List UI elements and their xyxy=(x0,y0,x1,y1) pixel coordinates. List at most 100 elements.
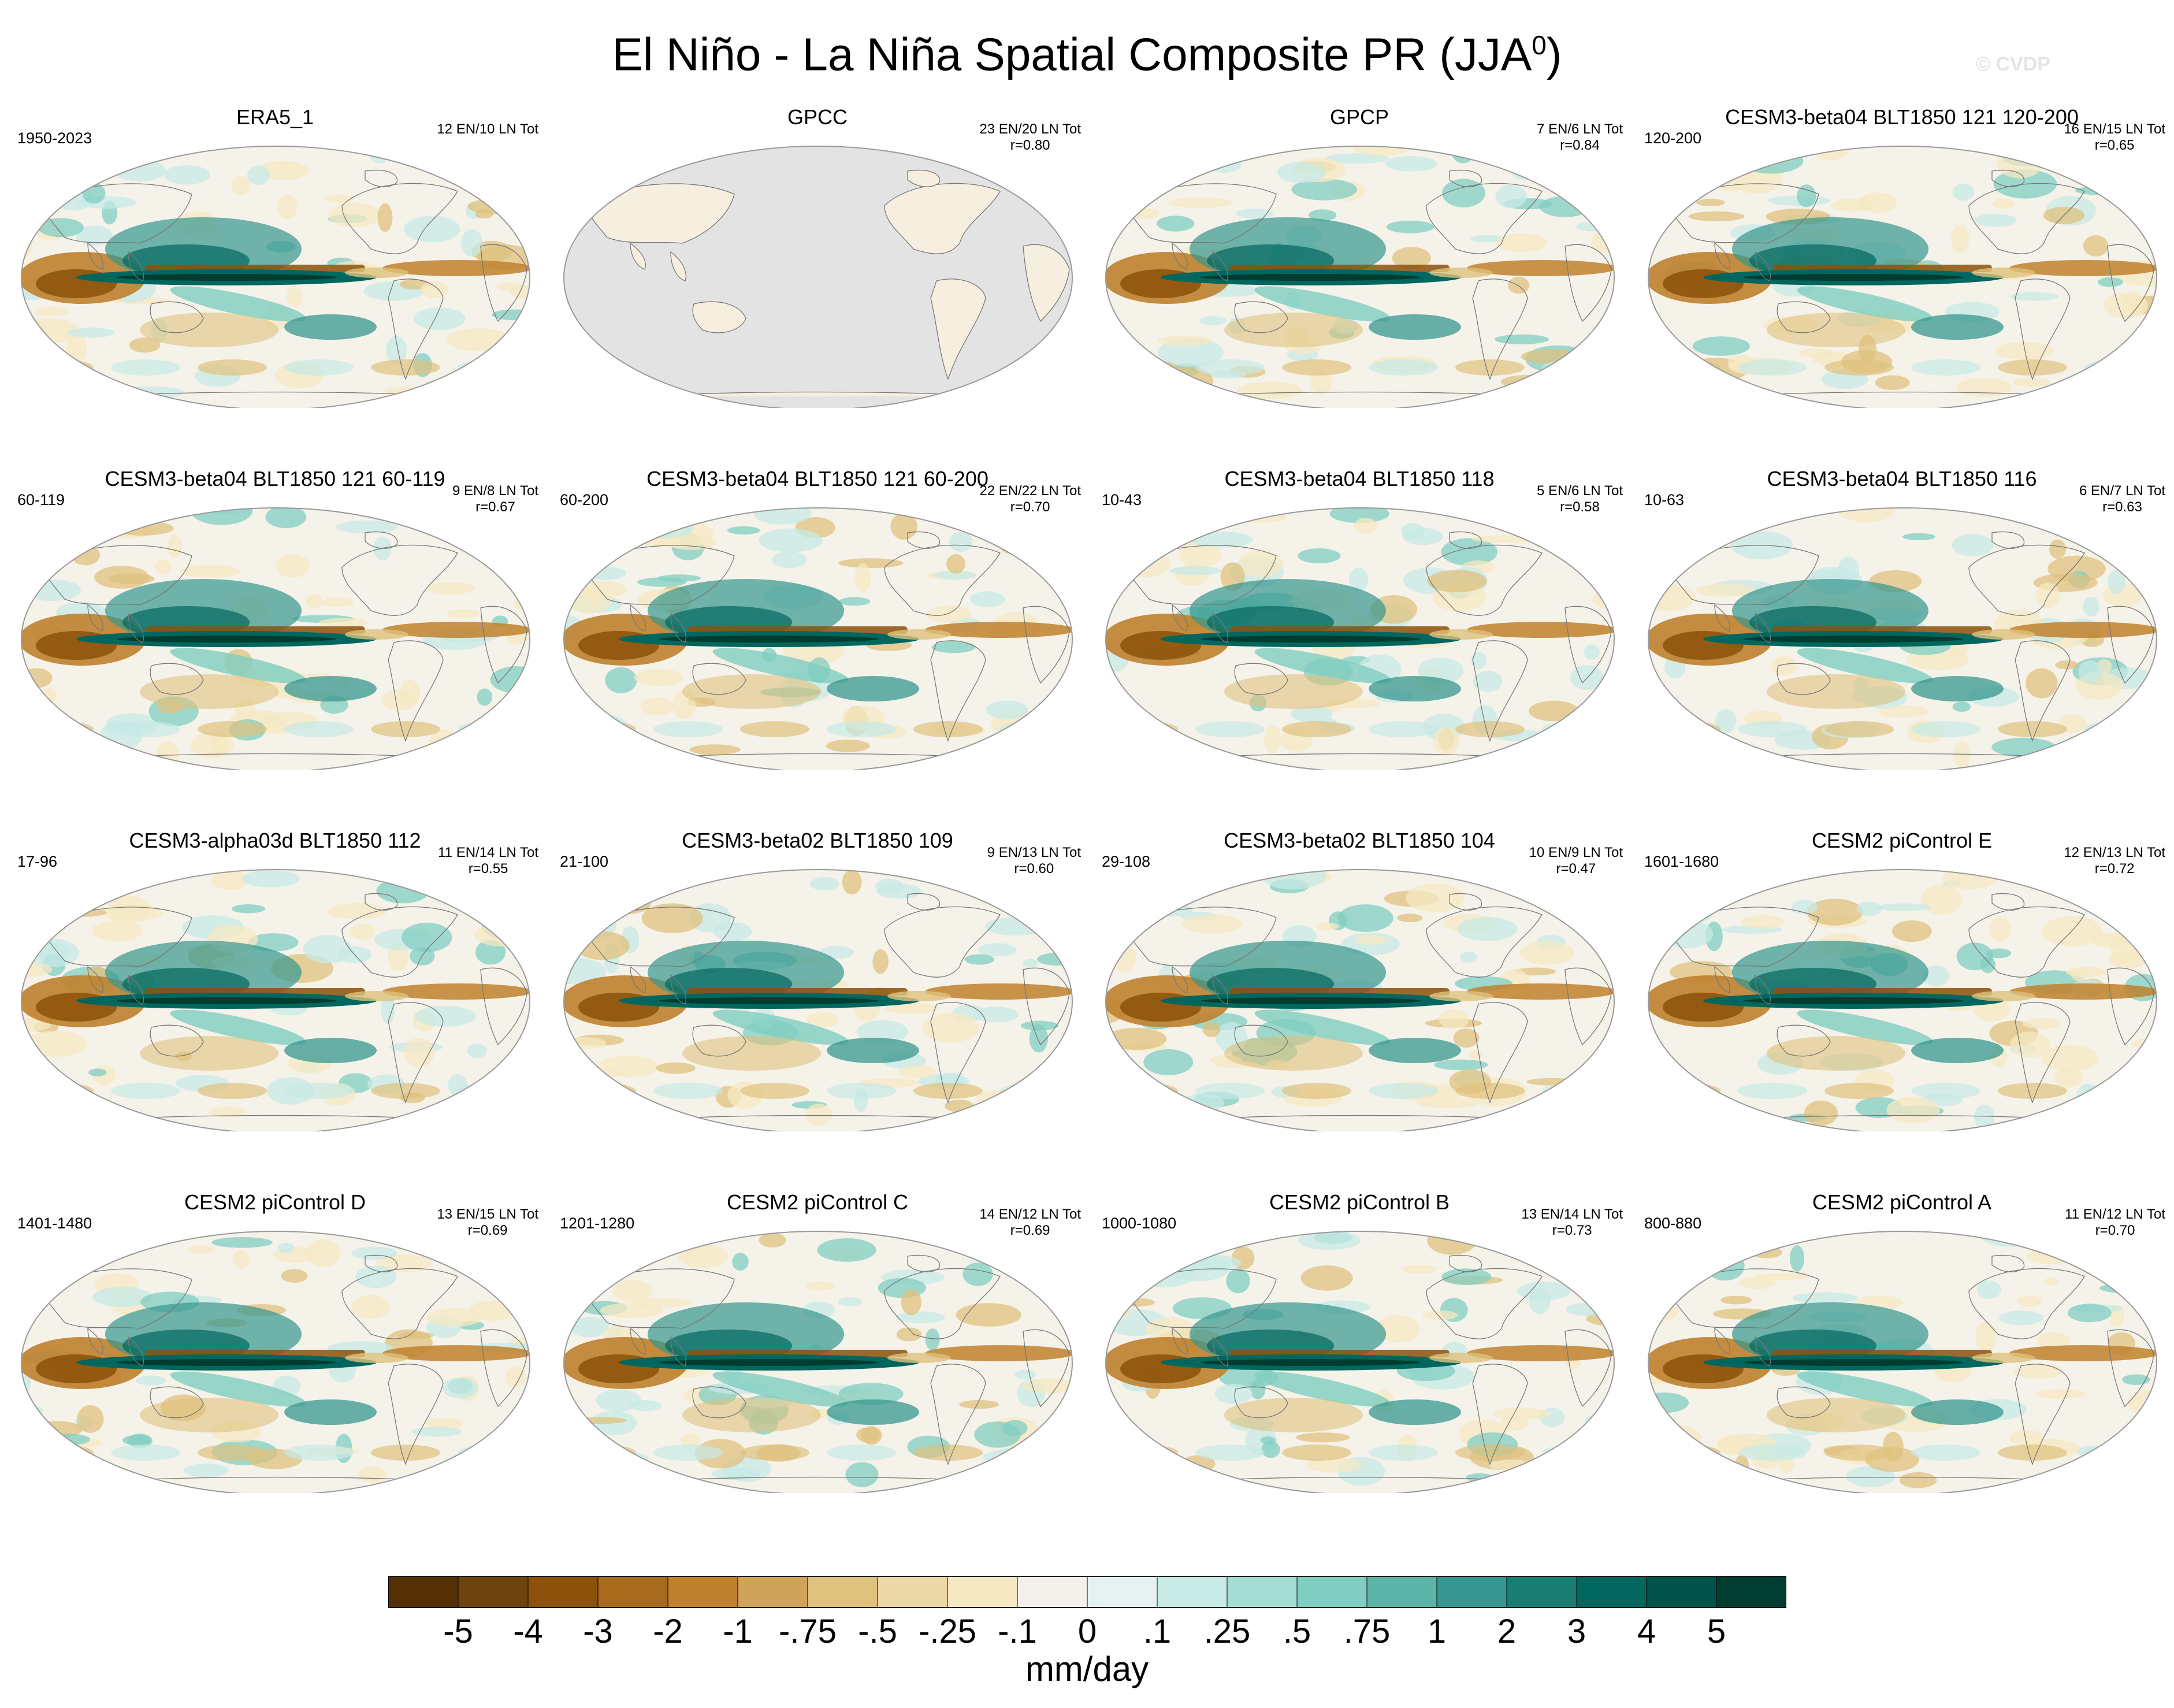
panel-title: GPCC xyxy=(787,105,848,129)
colorbar-swatch xyxy=(878,1576,948,1607)
panel-event-count: 16 EN/15 LN Tot xyxy=(2064,121,2165,137)
robinson-map xyxy=(563,146,1073,408)
panel-event-count: 6 EN/7 LN Tot xyxy=(2079,483,2165,499)
colorbar-tick-label: .1 xyxy=(1143,1613,1172,1650)
panel-correlation: r=0.60 xyxy=(1014,861,1054,877)
map-panel: CESM2 piControl D 1401-1480 13 EN/15 LN To… xyxy=(9,1190,541,1543)
colorbar-swatch xyxy=(1577,1576,1647,1607)
robinson-map xyxy=(1105,146,1615,408)
colorbar-tick-label: 0 xyxy=(1077,1613,1097,1650)
colorbar-tick-label: 4 xyxy=(1637,1613,1656,1650)
panel-count: 6 EN/7 LN Tot r=0.63 xyxy=(2079,483,2165,515)
colorbar-tick-label: -.75 xyxy=(779,1613,837,1650)
map-field xyxy=(1648,146,2157,408)
map-panel: CESM2 piControl C 1201-1280 14 EN/12 LN To… xyxy=(552,1190,1083,1543)
colorbar-tick-label: .5 xyxy=(1283,1613,1311,1650)
cvdp-watermark: © CVDP xyxy=(1976,53,2050,75)
panel-years: 120-200 xyxy=(1644,129,1702,147)
panel-correlation: r=0.58 xyxy=(1560,499,1600,515)
robinson-map xyxy=(1648,869,2157,1131)
panel-correlation: r=0.72 xyxy=(2094,861,2135,877)
panel-count: 14 EN/12 LN Tot r=0.69 xyxy=(979,1206,1081,1239)
panel-event-count: 12 EN/13 LN Tot xyxy=(2064,845,2165,860)
panel-correlation: r=0.63 xyxy=(2102,499,2142,515)
panel-years: 60-119 xyxy=(17,491,65,508)
colorbar-swatch xyxy=(1017,1576,1088,1607)
panel-event-count: 23 EN/20 LN Tot xyxy=(979,121,1081,137)
colorbar-swatch xyxy=(1087,1576,1158,1607)
panel-event-count: 13 EN/15 LN Tot xyxy=(437,1206,538,1222)
map-field xyxy=(21,508,530,770)
panel-count: 13 EN/15 LN Tot r=0.69 xyxy=(437,1206,538,1239)
panel-count: 7 EN/6 LN Tot r=0.84 xyxy=(1537,121,1623,154)
colorbar-tick-label: 3 xyxy=(1567,1613,1586,1650)
panel-years: 1201-1280 xyxy=(560,1215,635,1232)
map-field xyxy=(1106,870,1614,1131)
panel-event-count: 11 EN/14 LN Tot xyxy=(438,845,538,860)
panel-event-count: 9 EN/8 LN Tot xyxy=(452,483,538,499)
panel-correlation: r=0.70 xyxy=(1010,499,1050,515)
panel-title: GPCP xyxy=(1329,105,1389,129)
panel-correlation: r=0.70 xyxy=(2095,1223,2135,1238)
map-field xyxy=(1106,146,1614,408)
map-field xyxy=(564,508,1072,770)
panel-years: 29-108 xyxy=(1102,853,1151,870)
map-field xyxy=(564,870,1072,1131)
colorbar-swatch xyxy=(1367,1576,1437,1607)
robinson-map xyxy=(1105,1231,1615,1493)
panel-count: 9 EN/8 LN Tot r=0.67 xyxy=(452,483,538,515)
panel-title: CESM3-beta04 BLT1850 118 xyxy=(1224,467,1495,491)
panel-correlation: r=0.67 xyxy=(475,499,515,515)
panel-correlation: r=0.65 xyxy=(2094,138,2135,153)
map-panel: CESM2 piControl E 1601-1680 12 EN/13 LN To… xyxy=(1636,829,2168,1181)
panel-count: 23 EN/20 LN Tot r=0.80 xyxy=(979,121,1081,154)
colorbar-swatch xyxy=(947,1576,1018,1607)
robinson-map xyxy=(21,146,530,408)
colorbar-swatch xyxy=(668,1576,738,1607)
colorbar-tick-label: -.1 xyxy=(998,1613,1037,1650)
panel-correlation: r=0.69 xyxy=(467,1223,508,1238)
colorbar-swatch xyxy=(528,1576,599,1607)
map-panel: CESM2 piControl B 1000-1080 13 EN/14 LN To… xyxy=(1094,1190,1625,1543)
colorbar-swatch xyxy=(808,1576,878,1607)
map-field xyxy=(21,146,530,408)
colorbar-tick-label: -1 xyxy=(723,1613,753,1650)
panel-event-count: 10 EN/9 LN Tot xyxy=(1529,845,1623,860)
panel-title: CESM3-beta02 BLT1850 109 xyxy=(682,829,953,852)
map-field xyxy=(21,870,530,1131)
colorbar-tick-label: -2 xyxy=(653,1613,683,1650)
map-field xyxy=(1106,508,1614,770)
panel-count: 12 EN/13 LN Tot r=0.72 xyxy=(2064,845,2165,877)
robinson-map xyxy=(563,869,1073,1131)
panel-correlation: r=0.47 xyxy=(1556,861,1596,877)
panel-count: 10 EN/9 LN Tot r=0.47 xyxy=(1529,845,1623,877)
robinson-map xyxy=(21,507,530,770)
colorbar-units: mm/day xyxy=(1025,1650,1149,1688)
panel-years: 1401-1480 xyxy=(17,1215,92,1232)
robinson-map xyxy=(563,507,1073,770)
panel-title: ERA5_1 xyxy=(236,105,314,129)
map-field xyxy=(1106,1231,1614,1493)
robinson-map xyxy=(1105,869,1615,1131)
robinson-map xyxy=(1648,146,2157,408)
map-panel: CESM3-beta04 BLT1850 121 60-200 60-200 22 … xyxy=(552,467,1083,819)
panel-title: CESM3-beta04 BLT1850 121 60-200 xyxy=(646,467,988,491)
panel-count: 13 EN/14 LN Tot r=0.73 xyxy=(1521,1206,1623,1239)
robinson-map xyxy=(1105,507,1615,770)
map-panel: ERA5_1 1950-2023 12 EN/10 LN Tot xyxy=(9,105,541,458)
map-panel: CESM3-beta04 BLT1850 116 10-63 6 EN/7 LN T… xyxy=(1636,467,2168,819)
colorbar-tick-label: -5 xyxy=(443,1613,473,1650)
colorbar-swatch xyxy=(1437,1576,1507,1607)
panel-count: 11 EN/12 LN Tot r=0.70 xyxy=(2065,1206,2165,1239)
colorbar-swatch xyxy=(1507,1576,1577,1607)
panel-title: CESM2 piControl C xyxy=(726,1190,909,1214)
colorbar-swatch xyxy=(1647,1576,1717,1607)
panel-count: 9 EN/13 LN Tot r=0.60 xyxy=(987,845,1081,877)
panel-title: CESM3-beta02 BLT1850 104 xyxy=(1224,829,1495,852)
panel-event-count: 9 EN/13 LN Tot xyxy=(987,845,1081,860)
colorbar-swatch xyxy=(1297,1576,1367,1607)
colorbar-swatch xyxy=(458,1576,529,1607)
panel-years: 10-43 xyxy=(1102,491,1142,508)
panel-event-count: 22 EN/22 LN Tot xyxy=(979,483,1081,499)
panel-event-count: 7 EN/6 LN Tot xyxy=(1537,121,1623,137)
